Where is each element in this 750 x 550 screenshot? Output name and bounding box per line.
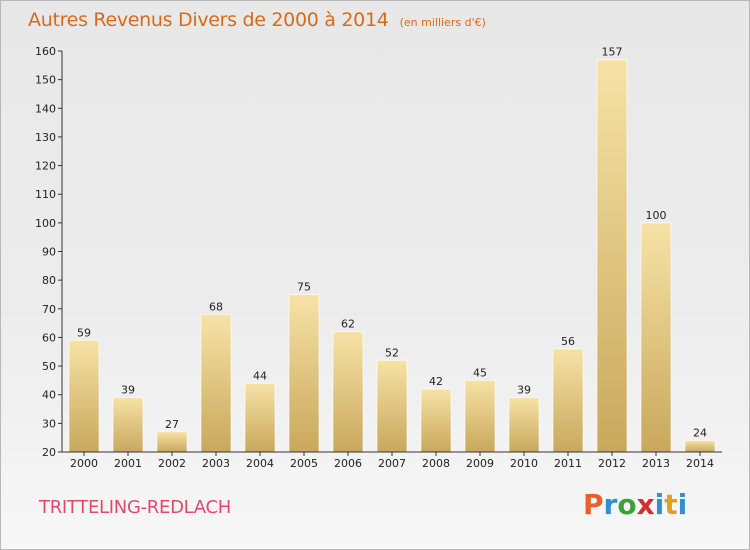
bar-2013 (640, 222, 672, 453)
value-label-2010: 39 (517, 384, 531, 397)
value-label-2009: 45 (473, 366, 487, 379)
x-tick-label: 2000 (70, 457, 98, 470)
y-tick-label: 50 (42, 360, 56, 373)
logo-letter: P (583, 488, 604, 521)
logo-letter: i (654, 488, 665, 521)
x-tick-label: 2009 (466, 457, 494, 470)
value-label-2004: 44 (253, 369, 267, 382)
city-name: TRITTELING-REDLACH (39, 497, 231, 518)
title-row: Autres Revenus Divers de 2000 à 2014 (en… (28, 9, 486, 31)
y-tick-label: 120 (35, 160, 56, 173)
value-label-2007: 52 (385, 346, 399, 359)
value-label-2012: 157 (602, 46, 623, 59)
x-tick-label: 2005 (290, 457, 318, 470)
y-tick-label: 20 (42, 446, 56, 459)
bar-2003 (200, 314, 232, 453)
y-tick-label: 160 (35, 45, 56, 58)
value-label-2003: 68 (209, 301, 223, 314)
bar-2005 (288, 294, 320, 453)
x-tick-label: 2007 (378, 457, 406, 470)
logo-letter: o (617, 488, 637, 521)
x-tick-label: 2003 (202, 457, 230, 470)
x-tick-label: 2002 (158, 457, 186, 470)
logo-letter: i (677, 488, 688, 521)
bar-2006 (332, 331, 364, 453)
logo-letter: r (603, 488, 618, 521)
bar-2008 (420, 388, 452, 453)
y-tick-label: 40 (42, 389, 56, 402)
bar-2012 (596, 59, 628, 453)
bar-2011 (552, 348, 584, 453)
y-tick-label: 110 (35, 188, 56, 201)
bar-2004 (244, 382, 276, 453)
x-tick-label: 2012 (598, 457, 626, 470)
chart-unit: (en milliers d'€) (399, 16, 486, 29)
y-tick-label: 30 (42, 417, 56, 430)
bar-2000 (68, 339, 100, 453)
y-tick-label: 130 (35, 131, 56, 144)
y-tick-label: 100 (35, 217, 56, 230)
value-label-2002: 27 (165, 418, 179, 431)
value-label-2006: 62 (341, 318, 355, 331)
bar-2014 (684, 440, 716, 453)
value-label-2011: 56 (561, 335, 575, 348)
bar-2001 (112, 397, 144, 453)
chart-title: Autres Revenus Divers de 2000 à 2014 (28, 9, 389, 31)
value-label-2001: 39 (121, 384, 135, 397)
bar-2002 (156, 431, 188, 453)
x-tick-label: 2001 (114, 457, 142, 470)
logo-letter: x (636, 488, 655, 521)
y-tick-label: 140 (35, 102, 56, 115)
value-label-2005: 75 (297, 281, 311, 294)
x-tick-label: 2013 (642, 457, 670, 470)
y-tick-label: 60 (42, 331, 56, 344)
y-tick-label: 90 (42, 246, 56, 259)
x-tick-label: 2006 (334, 457, 362, 470)
bar-2010 (508, 397, 540, 453)
x-tick-label: 2008 (422, 457, 450, 470)
value-label-2014: 24 (693, 427, 707, 440)
x-tick-label: 2014 (686, 457, 714, 470)
y-tick-label: 70 (42, 303, 56, 316)
value-label-2013: 100 (646, 209, 667, 222)
value-label-2000: 59 (77, 326, 91, 339)
x-tick-label: 2004 (246, 457, 274, 470)
x-tick-label: 2011 (554, 457, 582, 470)
x-tick-label: 2010 (510, 457, 538, 470)
value-label-2008: 42 (429, 375, 443, 388)
logo-letter: t (664, 488, 678, 521)
bar-2009 (464, 379, 496, 453)
proxiti-logo[interactable]: Proxiti (583, 488, 687, 521)
y-tick-label: 80 (42, 274, 56, 287)
y-tick-label: 150 (35, 74, 56, 87)
bar-2007 (376, 359, 408, 453)
